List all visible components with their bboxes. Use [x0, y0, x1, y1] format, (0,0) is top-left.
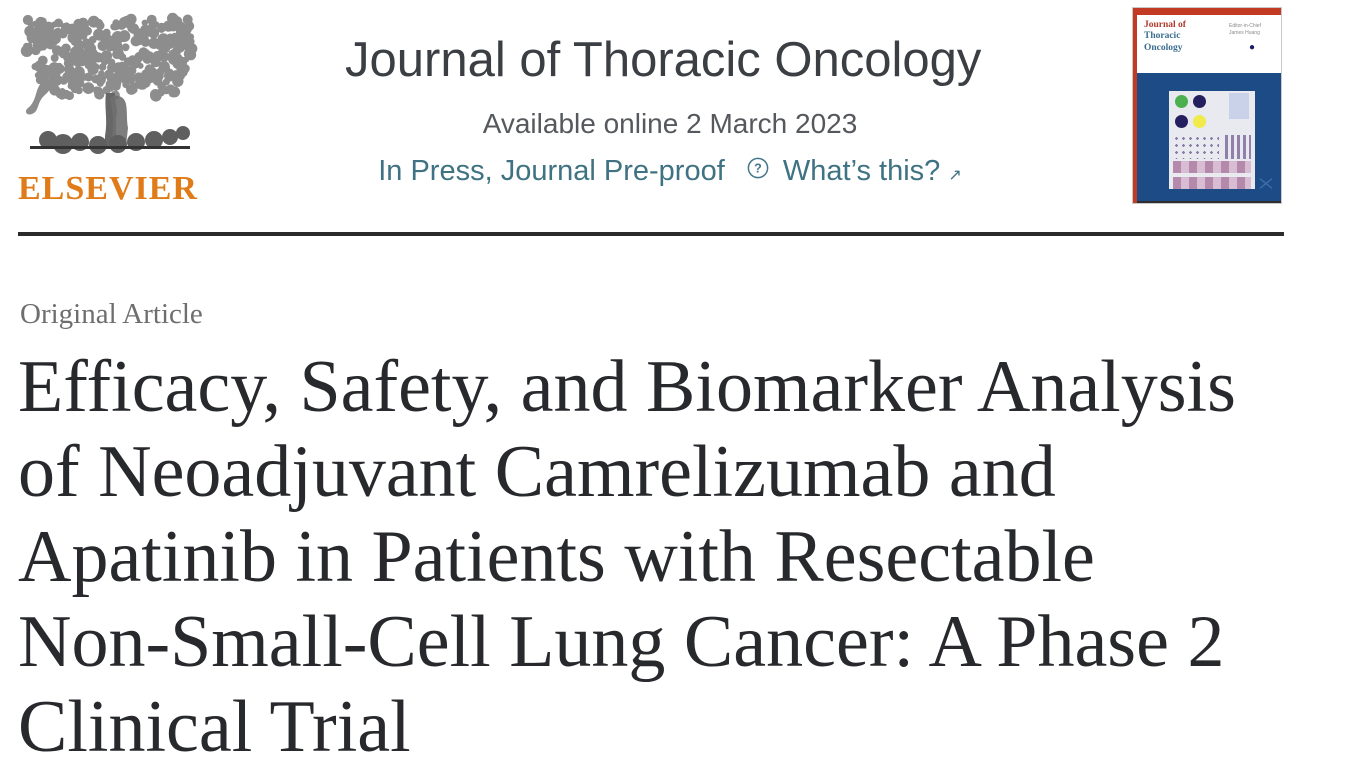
svg-text:?: ?	[754, 161, 762, 175]
